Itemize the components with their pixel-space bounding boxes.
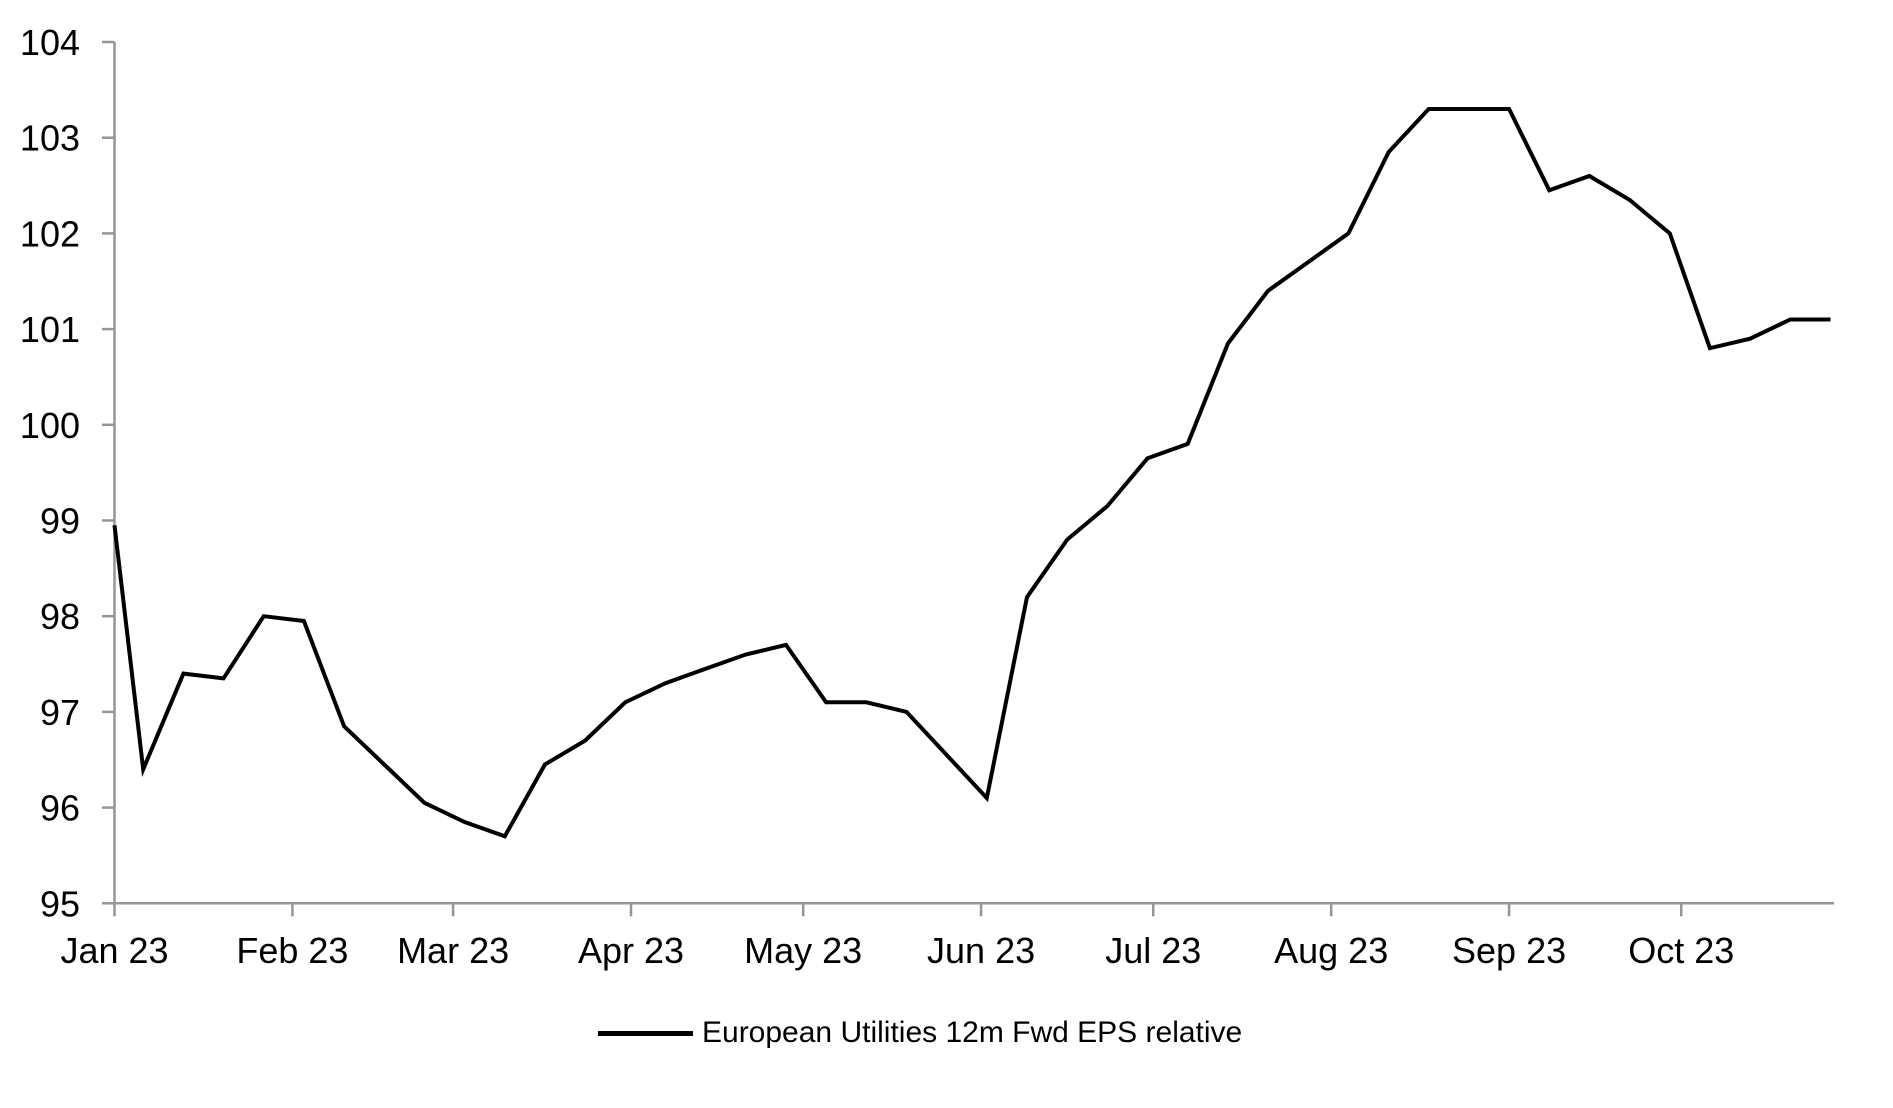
legend: European Utilities 12m Fwd EPS relative — [598, 1018, 1242, 1048]
x-tick-label: Apr 23 — [578, 930, 684, 971]
y-tick-label: 95 — [40, 883, 80, 924]
y-tick-label: 98 — [40, 596, 80, 637]
x-tick-label: Jan 23 — [60, 930, 168, 971]
y-tick-label: 101 — [20, 309, 80, 350]
y-tick-label: 97 — [40, 692, 80, 733]
x-tick-label: May 23 — [744, 930, 862, 971]
y-tick-label: 103 — [20, 118, 80, 159]
x-tick-label: Mar 23 — [397, 930, 509, 971]
y-tick-label: 100 — [20, 405, 80, 446]
legend-label: European Utilities 12m Fwd EPS relative — [702, 1016, 1243, 1049]
y-tick-label: 102 — [20, 213, 80, 254]
x-tick-label: Sep 23 — [1452, 930, 1566, 971]
x-tick-label: Jun 23 — [927, 930, 1035, 971]
series-line — [112, 107, 1831, 839]
y-tick-label: 96 — [40, 788, 80, 829]
x-tick-label: Jul 23 — [1105, 930, 1201, 971]
y-tick-label: 104 — [20, 22, 80, 63]
x-tick-label: Feb 23 — [236, 930, 348, 971]
x-tick-label: Oct 23 — [1628, 930, 1734, 971]
legend-line-swatch — [598, 1030, 693, 1036]
y-tick-label: 99 — [40, 501, 80, 542]
x-tick-label: Aug 23 — [1274, 930, 1388, 971]
